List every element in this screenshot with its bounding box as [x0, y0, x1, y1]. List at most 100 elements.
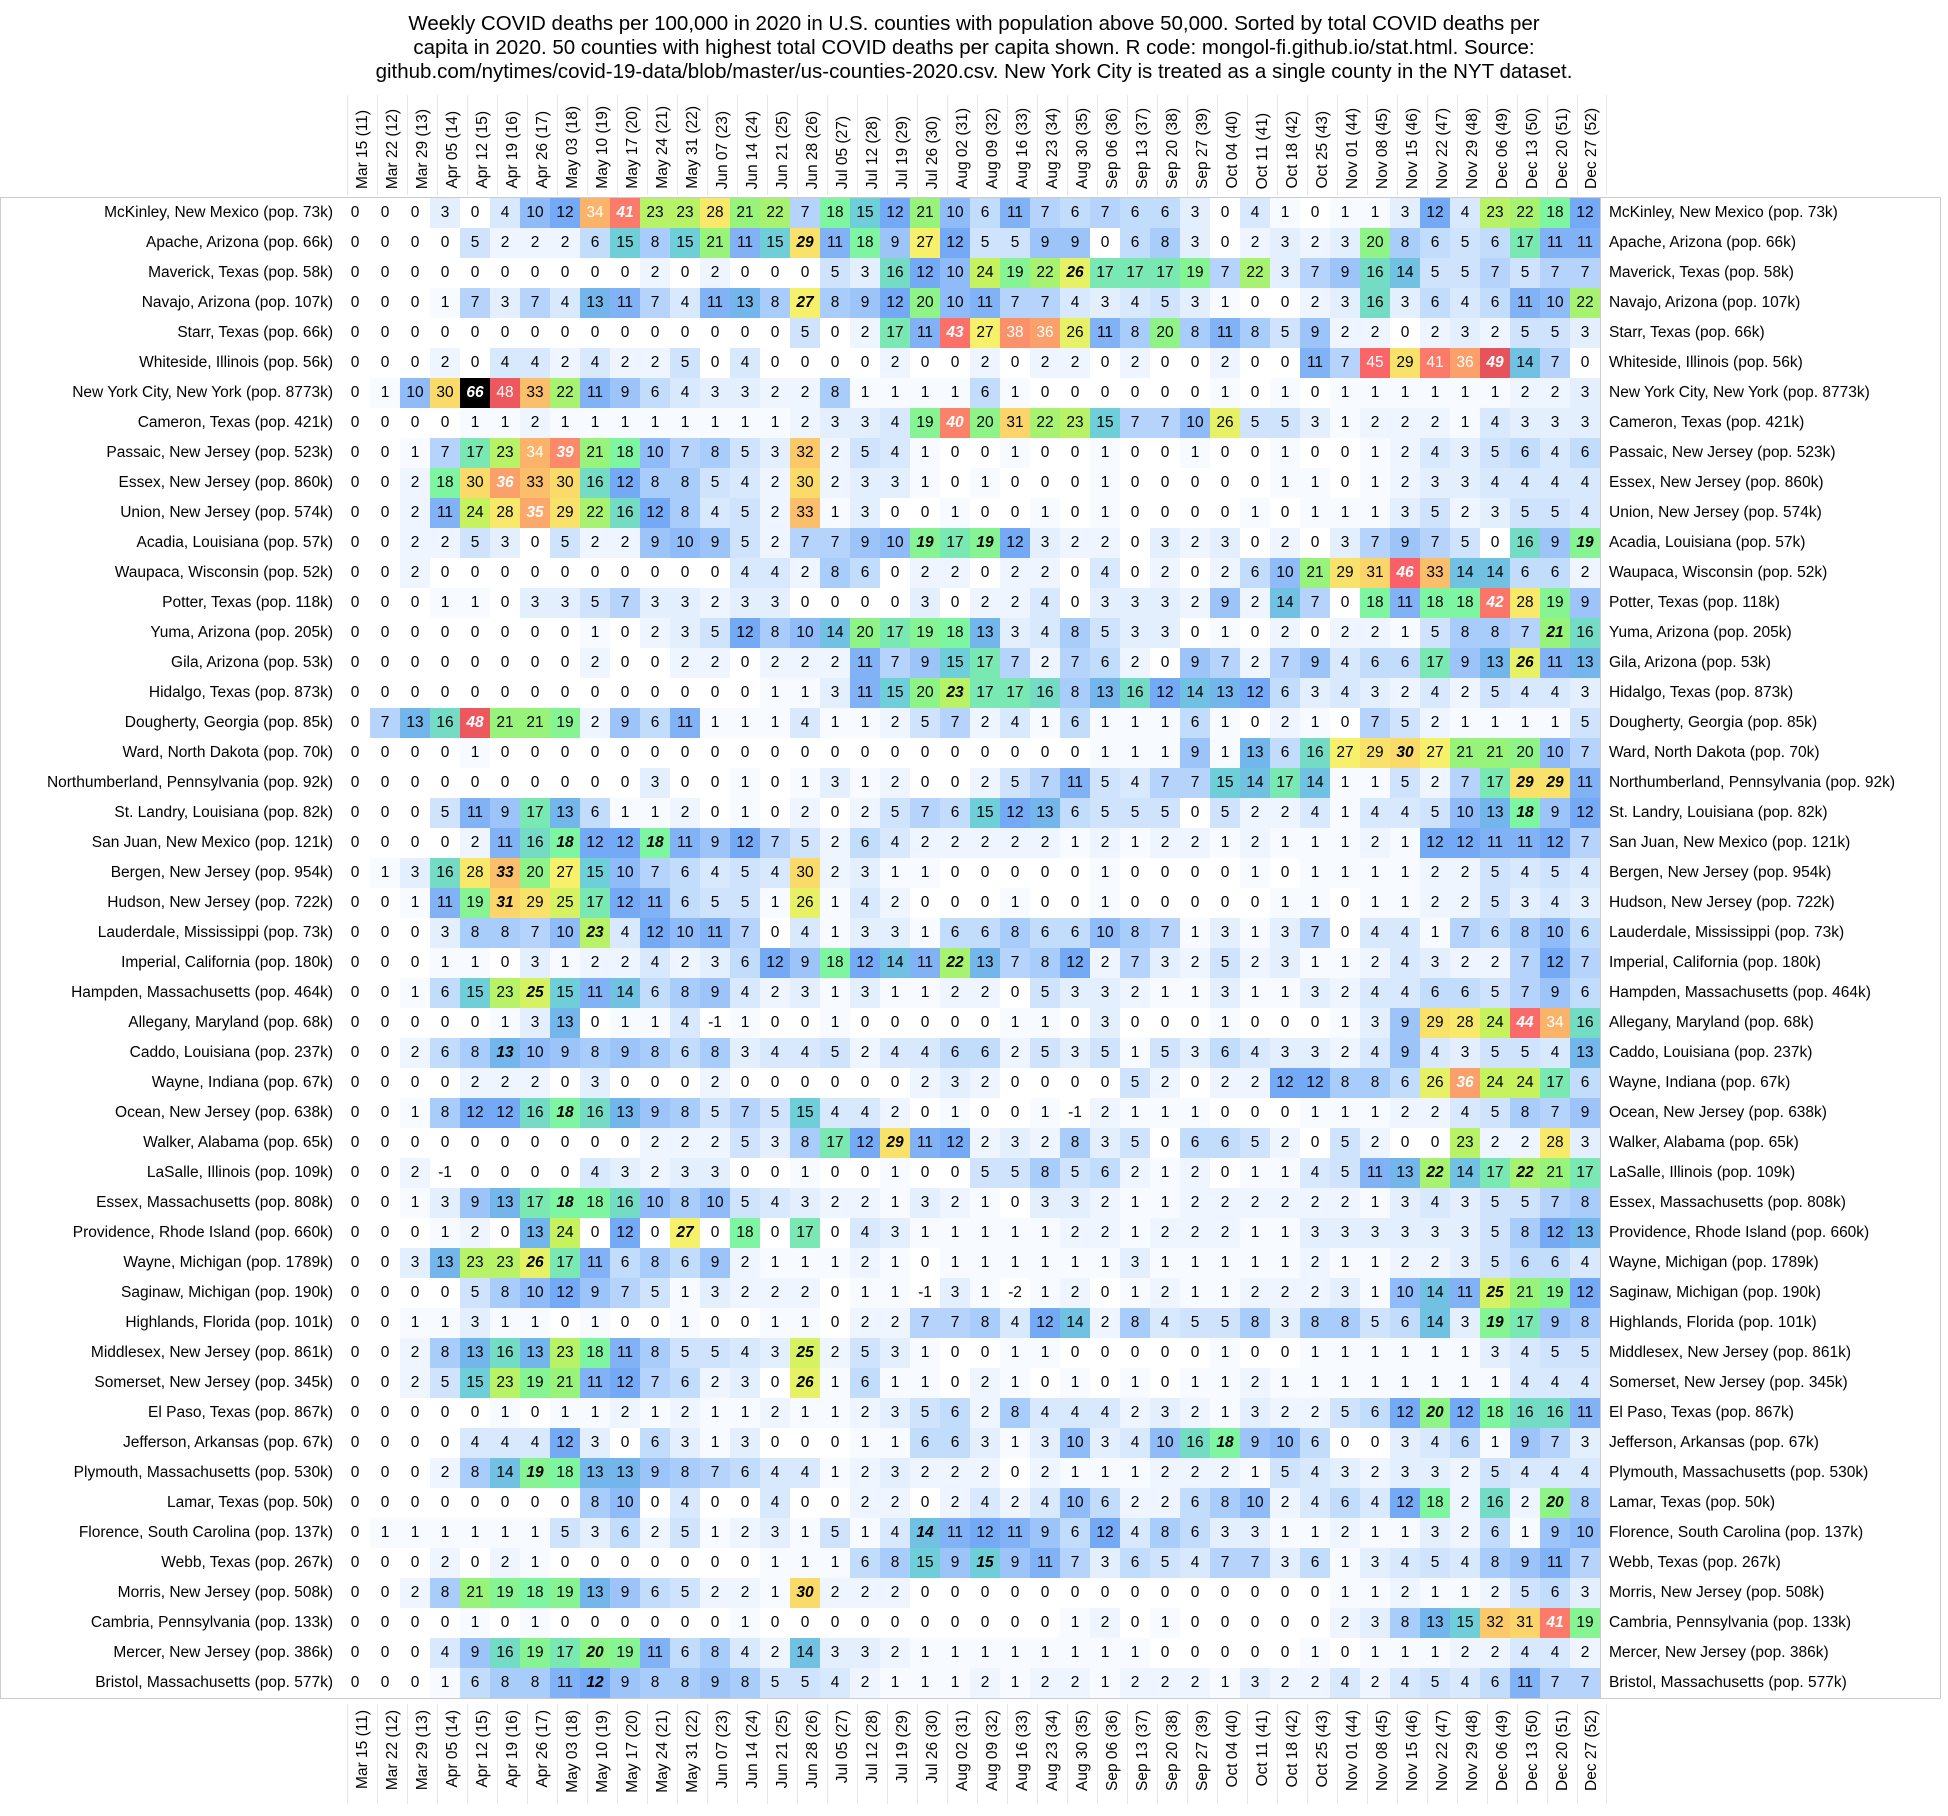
- heatmap-cell: 3: [670, 1158, 700, 1188]
- heatmap-cell: 2: [1090, 1218, 1120, 1248]
- heatmap-cell: 3: [1390, 198, 1420, 228]
- heatmap-cell: 11: [1090, 318, 1120, 348]
- heatmap-cell: 3: [730, 1428, 760, 1458]
- heatmap-cell: 7: [1060, 648, 1090, 678]
- heatmap-cell: 0: [1120, 378, 1150, 408]
- heatmap-cell: 5: [1120, 1128, 1150, 1158]
- heatmap-cell: 5: [1480, 1188, 1510, 1218]
- heatmap-cell: 1: [1420, 378, 1450, 408]
- heatmap-cell: 1: [820, 708, 850, 738]
- heatmap-row: Essex, Massachusetts (pop. 808k) 0 0 1 3 9 13 1…: [0, 1188, 1948, 1218]
- heatmap-cell: 15: [460, 978, 490, 1008]
- heatmap-cell: 4: [880, 408, 910, 438]
- heatmap-cell: 10: [640, 1188, 670, 1218]
- heatmap-cell: 0: [520, 258, 550, 288]
- heatmap-cell: 11: [700, 288, 730, 318]
- heatmap-cell: 17: [1570, 1158, 1600, 1188]
- heatmap-cell: 3: [1570, 1428, 1600, 1458]
- heatmap-cell: 0: [370, 678, 400, 708]
- heatmap-cell: 2: [1390, 678, 1420, 708]
- heatmap-cell: 8: [790, 1128, 820, 1158]
- column-label: Jul 26 (30): [923, 115, 941, 189]
- heatmap-cell: 3: [1450, 1188, 1480, 1218]
- heatmap-cell: 2: [520, 1068, 550, 1098]
- heatmap-cell: 5: [670, 1578, 700, 1608]
- column-label: Nov 08 (45): [1373, 1710, 1391, 1791]
- heatmap-cell: 1: [1330, 798, 1360, 828]
- heatmap-cell: 12: [1030, 1308, 1060, 1338]
- heatmap-cell: 5: [1270, 1458, 1300, 1488]
- heatmap-cell: 0: [1030, 438, 1060, 468]
- column-header: Oct 18 (42): [1277, 95, 1307, 195]
- heatmap-cell: 9: [1540, 1308, 1570, 1338]
- heatmap-cell: 0: [1150, 858, 1180, 888]
- heatmap-cell: 6: [1420, 978, 1450, 1008]
- heatmap-cell: 2: [400, 1578, 430, 1608]
- heatmap-cell: 1: [1300, 948, 1330, 978]
- heatmap-cell: 16: [610, 1188, 640, 1218]
- column-label: Dec 13 (50): [1523, 1710, 1541, 1791]
- heatmap-cell: 16: [490, 1338, 520, 1368]
- row-label-left: Cameron, Texas (pop. 421k): [0, 408, 340, 438]
- heatmap-cell: 0: [790, 1428, 820, 1458]
- heatmap-cell: 8: [1060, 1128, 1090, 1158]
- heatmap-cell: 3: [670, 588, 700, 618]
- heatmap-cell: 9: [1180, 738, 1210, 768]
- heatmap-cell: 1: [610, 1008, 640, 1038]
- heatmap-cell: 2: [1420, 318, 1450, 348]
- heatmap-cell: 2: [1150, 558, 1180, 588]
- heatmap-cell: 0: [1180, 558, 1210, 588]
- heatmap-cell: 11: [1000, 198, 1030, 228]
- heatmap-cell: 4: [790, 1458, 820, 1488]
- heatmap-row: LaSalle, Illinois (pop. 109k) 0 0 2 -1 0 0 0 0 4 3…: [0, 1158, 1948, 1188]
- heatmap-cell: 32: [1480, 1608, 1510, 1638]
- heatmap-cell: 1: [1270, 978, 1300, 1008]
- heatmap-cell: 0: [400, 408, 430, 438]
- heatmap-cell: 6: [1300, 1548, 1330, 1578]
- heatmap-cell: 3: [1300, 1218, 1330, 1248]
- heatmap-cell: 10: [880, 528, 910, 558]
- heatmap-cell: 0: [880, 498, 910, 528]
- heatmap-cell: 22: [760, 198, 790, 228]
- heatmap-cell: 5: [910, 1398, 940, 1428]
- column-label: Jun 07 (23): [713, 110, 731, 189]
- title-line-3: github.com/nytimes/covid-19-data/blob/ma…: [375, 60, 1573, 83]
- heatmap-cell: 7: [640, 288, 670, 318]
- heatmap-cell: 1: [1300, 468, 1330, 498]
- heatmap-cell: 6: [1420, 288, 1450, 318]
- heatmap-cell: 10: [520, 198, 550, 228]
- heatmap-cell: 6: [670, 858, 700, 888]
- heatmap-cell: 1: [580, 1308, 610, 1338]
- row-label-left: Waupaca, Wisconsin (pop. 52k): [0, 558, 340, 588]
- heatmap-cell: 2: [1390, 468, 1420, 498]
- heatmap-cell: 2: [1420, 408, 1450, 438]
- heatmap-cell: 2: [1240, 1068, 1270, 1098]
- heatmap-cell: 1: [1300, 1368, 1330, 1398]
- heatmap-cell: 5: [700, 888, 730, 918]
- heatmap-cell: 0: [1150, 1638, 1180, 1668]
- heatmap-cell: 0: [1330, 1638, 1360, 1668]
- row-label-left: Morris, New Jersey (pop. 508k): [0, 1578, 340, 1608]
- heatmap-cell: 0: [370, 1428, 400, 1458]
- heatmap-cell: 9: [1540, 798, 1570, 828]
- heatmap-cell: 6: [1570, 438, 1600, 468]
- heatmap-cell: 7: [1510, 618, 1540, 648]
- column-label: May 03 (18): [563, 1710, 581, 1793]
- heatmap-cell: 0: [1270, 1098, 1300, 1128]
- heatmap-cell: 0: [1120, 1008, 1150, 1038]
- heatmap-cell: 0: [340, 1518, 370, 1548]
- heatmap-cell: 13: [610, 1458, 640, 1488]
- heatmap-cell: 4: [760, 1188, 790, 1218]
- heatmap-cell: 1: [1270, 1248, 1300, 1278]
- heatmap-cell: 1: [940, 1098, 970, 1128]
- heatmap-cell: 7: [1210, 648, 1240, 678]
- row-label-left: Maverick, Texas (pop. 58k): [0, 258, 340, 288]
- heatmap-cell: 5: [910, 708, 940, 738]
- heatmap-cell: 0: [400, 1128, 430, 1158]
- heatmap-cell: 0: [340, 228, 370, 258]
- heatmap-cell: 4: [970, 1488, 1000, 1518]
- heatmap-cell: 6: [1090, 648, 1120, 678]
- heatmap-cell: 1: [1150, 1158, 1180, 1188]
- heatmap-cell: 7: [790, 198, 820, 228]
- heatmap-cell: 9: [1210, 588, 1240, 618]
